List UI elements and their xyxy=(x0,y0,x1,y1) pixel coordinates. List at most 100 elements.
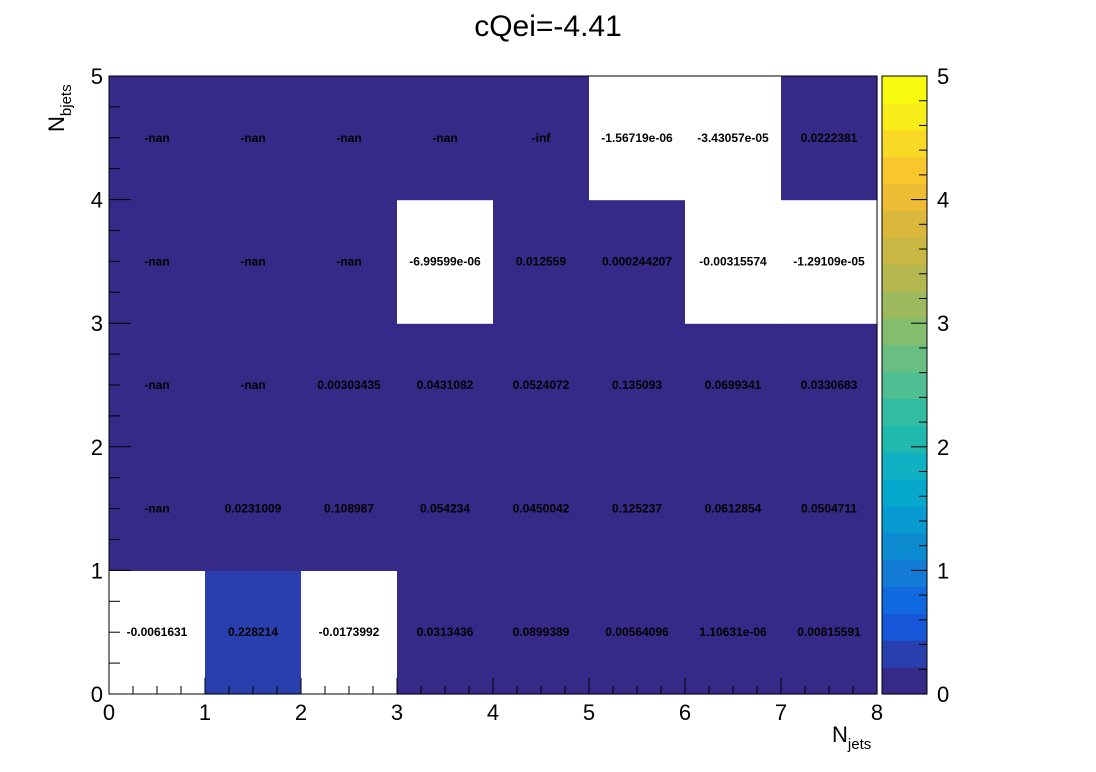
heatmap-cell xyxy=(397,323,494,448)
cell-value-label: 1.10631e-06 xyxy=(699,625,767,639)
heatmap-cell xyxy=(205,199,302,324)
cell-value-label: -nan xyxy=(336,254,361,268)
heatmap-cell xyxy=(589,323,686,448)
cell-value-label: -0.00315574 xyxy=(699,254,767,268)
x-axis-label: Njets xyxy=(832,722,871,753)
palette-swatch xyxy=(882,398,927,426)
cell-value-label: -1.56719e-06 xyxy=(601,131,673,145)
cell-value-label: 0.0504711 xyxy=(801,502,857,516)
x-axis-label-main: N xyxy=(832,722,848,747)
heatmap-cell xyxy=(109,323,206,448)
cell-value-label: -0.0173992 xyxy=(319,625,380,639)
cell-value-label: 0.0231009 xyxy=(225,502,282,516)
palette-swatch xyxy=(882,613,927,641)
palette-tick-label: 1 xyxy=(937,558,949,583)
palette-swatch xyxy=(882,505,927,534)
y-tick-label: 4 xyxy=(91,188,103,213)
heatmap-cell xyxy=(781,570,878,695)
heatmap-cell xyxy=(205,323,302,448)
palette-swatch xyxy=(882,559,927,588)
heatmap-cell xyxy=(781,199,878,324)
palette-swatch xyxy=(882,586,927,614)
y-tick-label: 5 xyxy=(91,64,103,89)
heatmap-cell xyxy=(109,446,206,571)
palette-tick-label: 4 xyxy=(937,188,949,213)
cell-value-label: -nan xyxy=(336,131,361,145)
cell-value-labels: -0.0061631 0.228214 -0.0173992 0.0313436 0.0… xyxy=(127,131,865,639)
palette-swatch xyxy=(882,317,927,346)
heatmap-cell xyxy=(109,76,206,201)
heatmap-cell xyxy=(781,446,878,571)
cell-value-label: 0.108987 xyxy=(324,502,374,516)
plot-axes: 0 1 2 3 4 5 6 7 8 0 1 2 3 4 5 xyxy=(91,64,883,725)
heatmap-cell xyxy=(685,323,782,448)
palette-tick-label: 3 xyxy=(937,311,949,336)
cell-value-label: 0.054234 xyxy=(420,502,470,516)
palette-swatch xyxy=(882,102,927,131)
y-tick-label: 1 xyxy=(91,558,103,583)
heatmap-cell xyxy=(397,76,494,201)
heatmap-cell xyxy=(493,570,590,695)
cell-value-label: 0.0222381 xyxy=(801,131,858,145)
cell-value-label: -nan xyxy=(144,502,169,516)
palette-swatch xyxy=(882,344,927,373)
heatmap-cell xyxy=(589,570,686,695)
heatmap-cell xyxy=(205,446,302,571)
cell-value-label: -3.43057e-05 xyxy=(697,131,769,145)
heatmap-cell xyxy=(685,199,782,324)
heatmap-cell xyxy=(109,570,206,695)
heatmap-cell xyxy=(493,76,590,201)
palette-swatch xyxy=(882,76,927,104)
cell-value-label: 0.00303435 xyxy=(317,378,381,392)
palette-tick-label: 5 xyxy=(937,64,949,89)
heatmap-cell xyxy=(685,446,782,571)
x-tick-label: 6 xyxy=(679,700,691,725)
heatmap-cell xyxy=(397,199,494,324)
palette-swatch xyxy=(882,532,927,561)
cell-value-label: -nan xyxy=(144,131,169,145)
palette-swatch xyxy=(882,371,927,400)
y-axis-label-sub: bjets xyxy=(58,84,75,116)
color-palette: 0 1 2 3 4 5 xyxy=(881,64,949,707)
palette-swatch xyxy=(882,425,927,453)
x-tick-label: 8 xyxy=(871,700,883,725)
heatmap-cell xyxy=(685,570,782,695)
cell-value-label: 0.0699341 xyxy=(705,378,762,392)
heatmap-cell xyxy=(685,76,782,201)
palette-swatch xyxy=(882,129,927,158)
heatmap-cell xyxy=(493,199,590,324)
cell-value-label: -nan xyxy=(240,254,265,268)
heatmap-cell xyxy=(781,76,878,201)
heatmap-cells xyxy=(109,76,878,695)
cell-value-label: 0.0313436 xyxy=(417,625,474,639)
cell-value-label: -6.99599e-06 xyxy=(409,254,481,268)
cell-value-label: 0.012559 xyxy=(516,254,566,268)
x-tick-label: 7 xyxy=(775,700,787,725)
y-tick-label: 2 xyxy=(91,435,103,460)
cell-value-label: -1.29109e-05 xyxy=(793,254,865,268)
heatmap-cell xyxy=(781,323,878,448)
palette-tick-label: 2 xyxy=(937,435,949,460)
x-tick-label: 1 xyxy=(199,700,211,725)
heatmap-cell xyxy=(589,446,686,571)
cell-value-label: 0.125237 xyxy=(612,502,662,516)
cell-value-label: 0.0450042 xyxy=(513,502,570,516)
palette-swatch xyxy=(882,452,927,480)
heatmap-cell xyxy=(301,76,398,201)
cell-value-label: -nan xyxy=(144,254,169,268)
heatmap-cell xyxy=(589,76,686,201)
palette-frame xyxy=(881,75,928,695)
cell-value-label: 0.135093 xyxy=(612,378,662,392)
x-tick-label: 5 xyxy=(583,700,595,725)
heatmap-cell xyxy=(205,76,302,201)
cell-value-label: 0.228214 xyxy=(228,625,278,639)
y-tick-label: 3 xyxy=(91,311,103,336)
x-axis-label-sub: jets xyxy=(847,736,871,753)
heatmap-cell xyxy=(301,199,398,324)
heatmap-cell xyxy=(493,323,590,448)
cell-value-label: 0.00564096 xyxy=(605,625,669,639)
heatmap-cell xyxy=(205,570,302,695)
palette-swatch xyxy=(882,156,927,185)
x-tick-label: 0 xyxy=(103,700,115,725)
cell-value-label: -nan xyxy=(240,378,265,392)
